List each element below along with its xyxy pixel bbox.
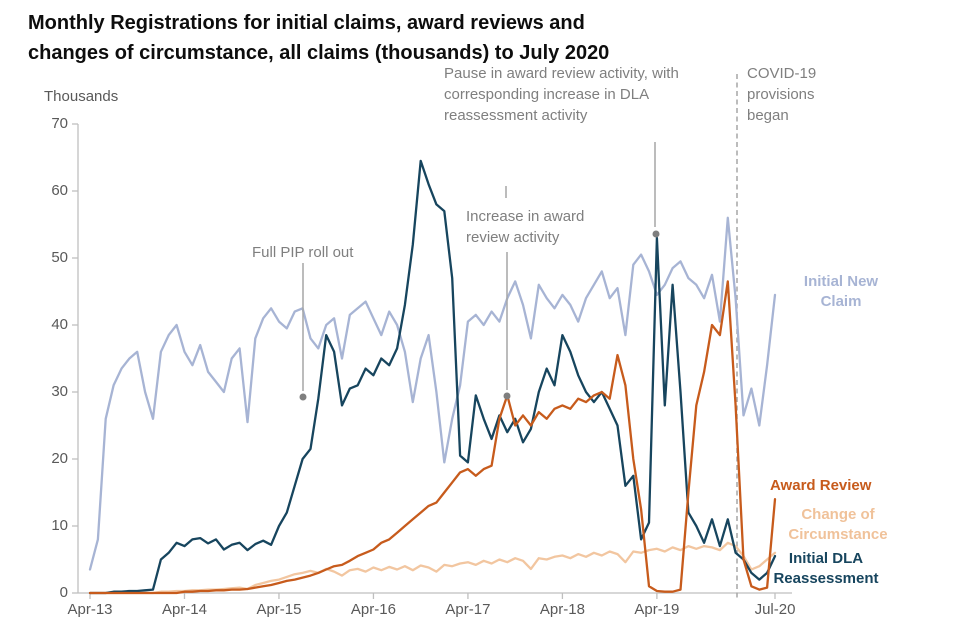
increase-award-dot (503, 392, 511, 400)
annotation-pause-award-review: Pause in award review activity, with cor… (444, 65, 679, 124)
annotation-full-pip: Full PIP roll out (252, 244, 354, 261)
y-tick-label: 50 (51, 249, 68, 266)
x-tick-label: Apr-18 (539, 601, 585, 618)
chart-title-line1: Monthly Registrations for initial claims… (28, 12, 585, 34)
series-label-change-of-circumstance: Change of Circumstance (788, 506, 888, 543)
series-label-initial-new-claim: Initial New Claim (803, 273, 879, 310)
chart-title: Monthly Registrations for initial claims… (28, 8, 609, 68)
y-axis-unit-label: Thousands (44, 88, 119, 105)
annotation-leaders (302, 142, 656, 391)
series-label-award-review: Award Review (770, 477, 872, 494)
x-tick-label: Jul-20 (754, 601, 796, 618)
y-tick-label: 0 (59, 584, 68, 601)
y-tick-label: 30 (51, 383, 68, 400)
series-lines (88, 159, 777, 595)
x-tick-label: Apr-14 (161, 601, 207, 618)
pause-award-dot (652, 230, 660, 238)
annotation-covid-provisions: COVID-19 provisions began (747, 65, 817, 124)
y-tick-label: 40 (51, 316, 68, 333)
x-tick-label: Apr-19 (634, 601, 680, 618)
series-line-award-review (88, 280, 777, 595)
y-tick-label: 70 (51, 115, 68, 132)
series-label-initial-dla-reassessment: Initial DLA Reassessment (773, 550, 879, 587)
x-tick-label: Apr-15 (256, 601, 302, 618)
x-tick-label: Apr-16 (350, 601, 396, 618)
chart-title-line2: changes of circumstance, all claims (tho… (28, 42, 610, 64)
x-tick-label: Apr-17 (445, 601, 491, 618)
series-line-initial-dla-reassessment (88, 159, 777, 595)
series-line-initial-new-claim (88, 216, 777, 571)
annotation-increase-award-review: Increase in award review activity (466, 208, 585, 246)
y-tick-label: 20 (51, 450, 68, 467)
full-pip-dot (299, 393, 307, 401)
x-tick-label: Apr-13 (67, 601, 113, 618)
y-tick-label: 60 (51, 182, 68, 199)
series-line-change-of-circumstance (88, 541, 777, 595)
annotation-dots (299, 230, 660, 401)
y-tick-label: 10 (51, 517, 68, 534)
axis-tick-marks (72, 123, 776, 599)
